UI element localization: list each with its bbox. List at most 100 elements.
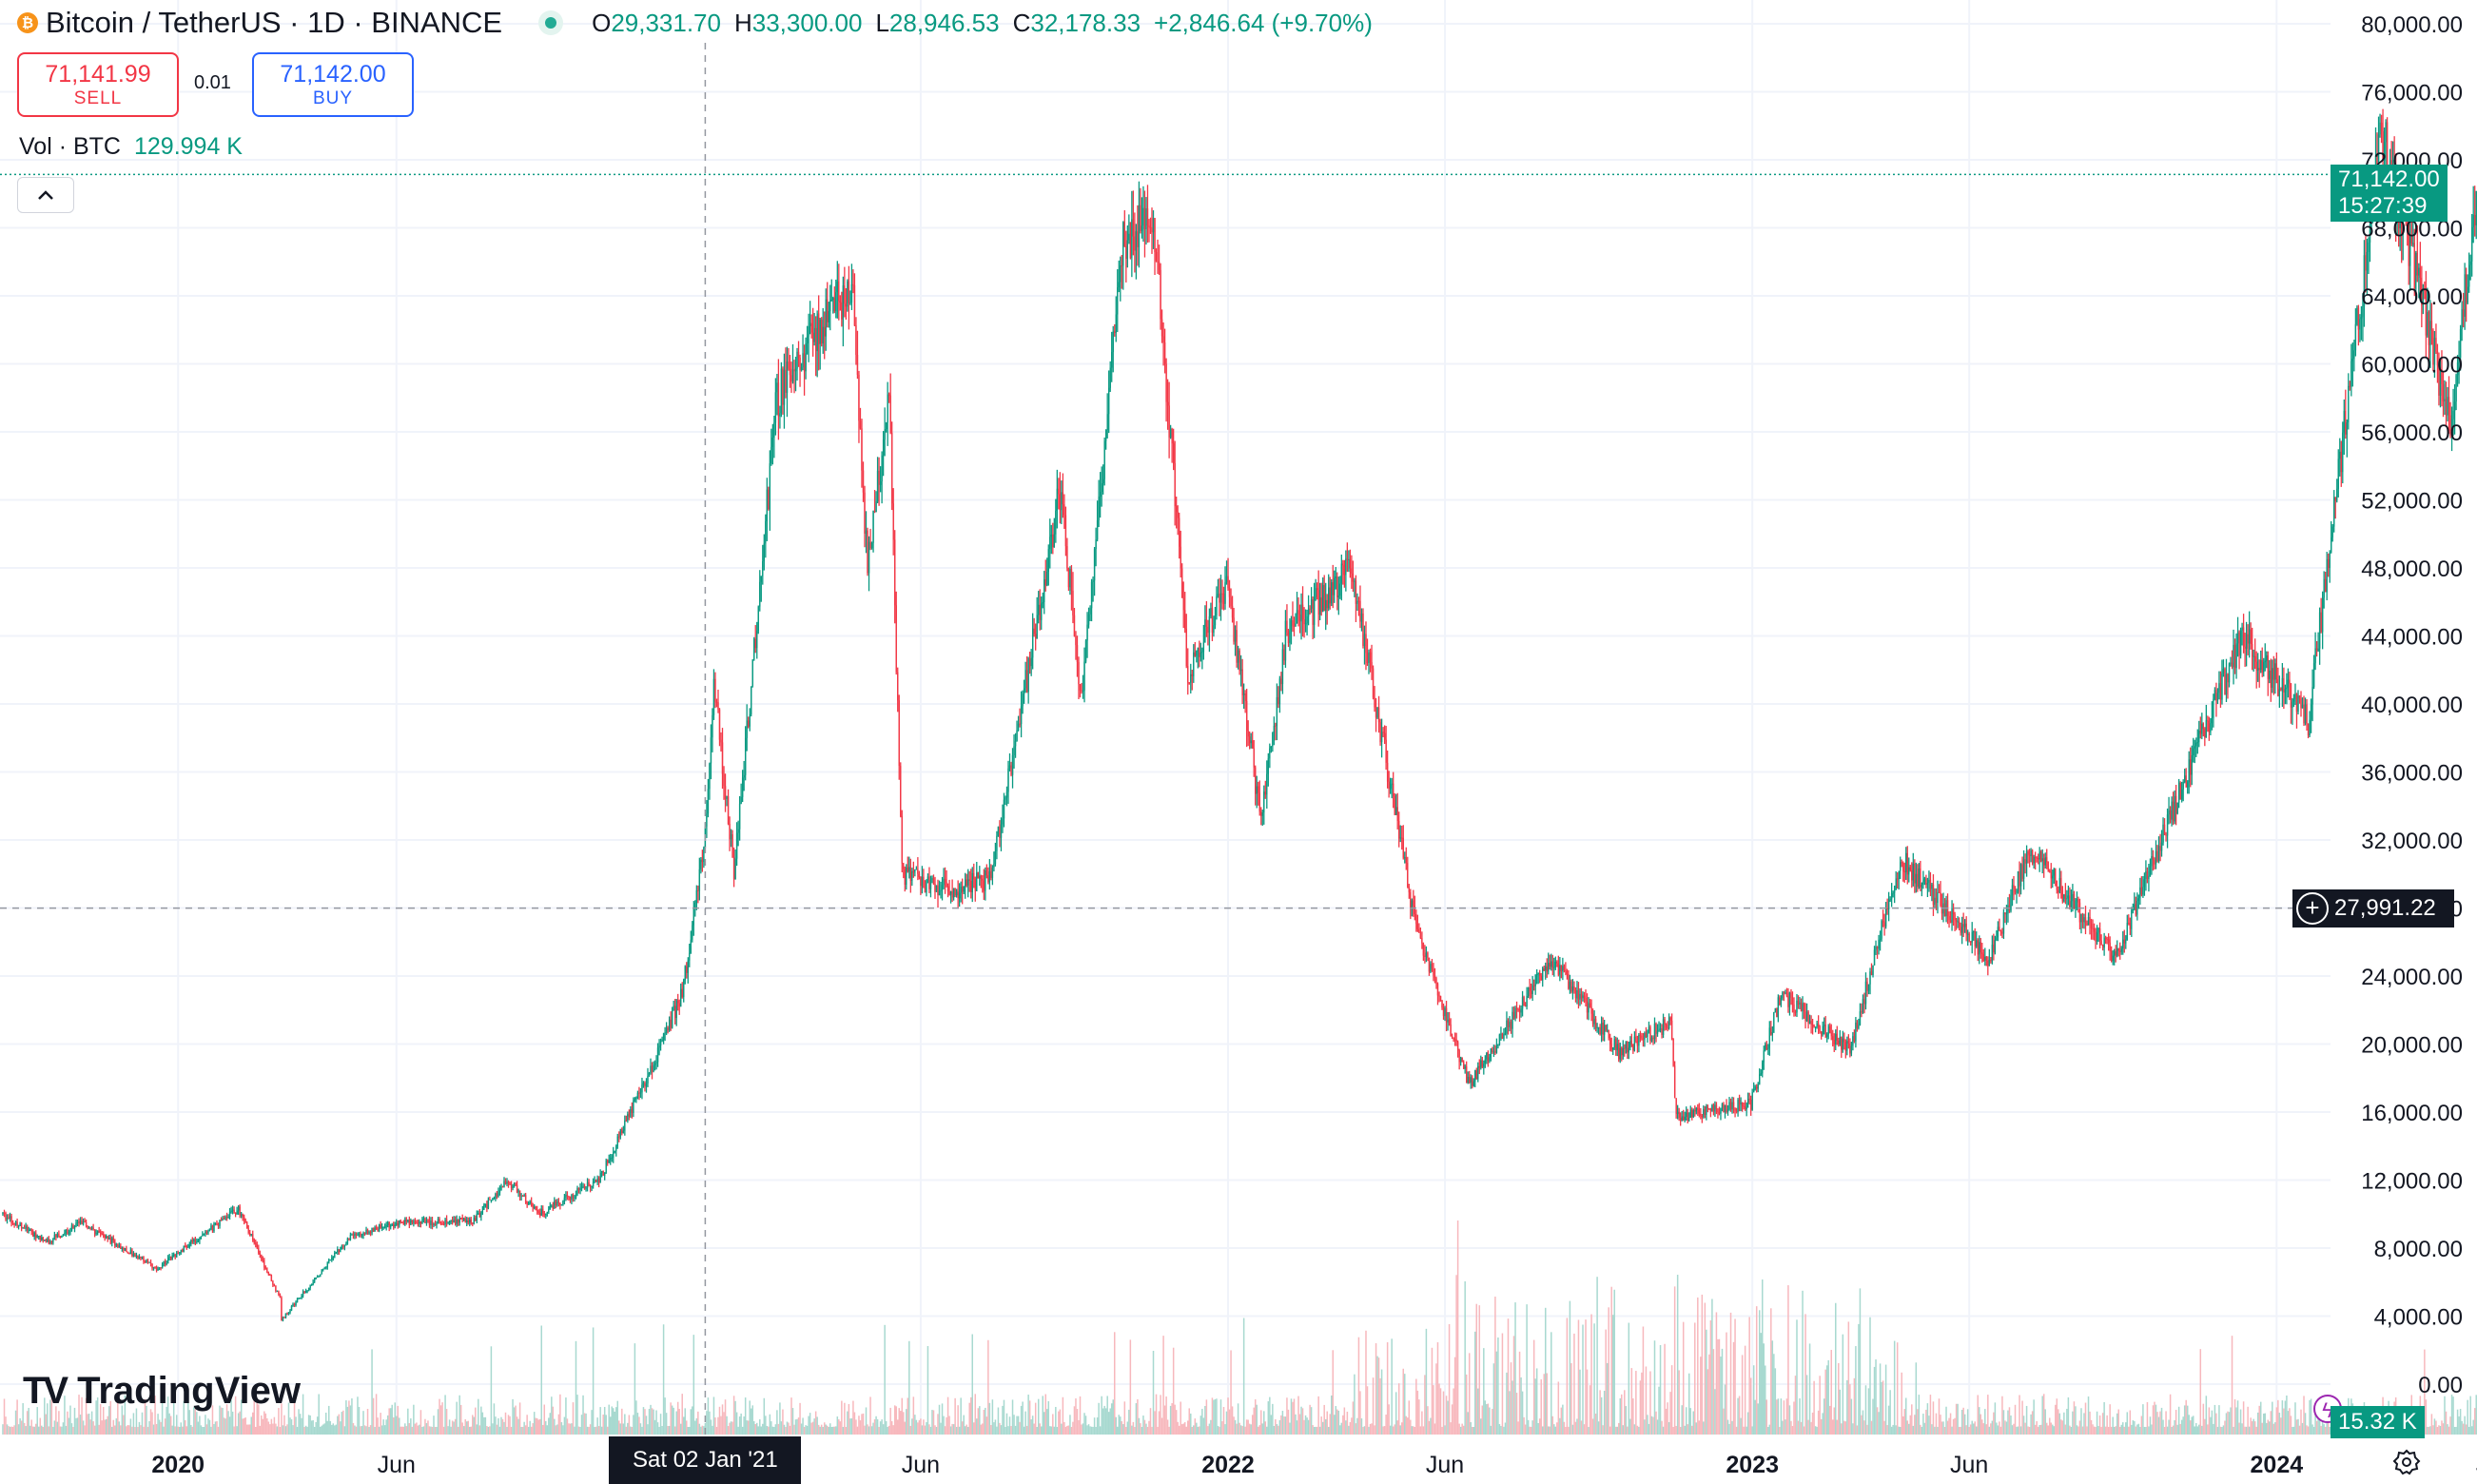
volume-bar	[717, 1416, 719, 1435]
candle-body	[374, 1227, 376, 1232]
volume-bar	[980, 1424, 983, 1435]
candle-body	[1464, 1066, 1466, 1069]
candle-body	[236, 1210, 238, 1215]
volume-bar	[749, 1400, 751, 1435]
volume-bar	[1033, 1423, 1035, 1435]
volume-bar	[1331, 1396, 1333, 1435]
candle-body	[928, 876, 930, 889]
candle-body	[1639, 1035, 1642, 1037]
volume-bar	[329, 1420, 332, 1435]
volume-bar	[1503, 1426, 1505, 1435]
candle-body	[1047, 549, 1049, 572]
candle-body	[190, 1240, 192, 1245]
candle-body	[870, 542, 873, 549]
volume-bar	[2136, 1424, 2138, 1435]
candle-body	[81, 1220, 83, 1224]
volume-bar	[2323, 1424, 2325, 1435]
volume-bar	[345, 1400, 347, 1435]
candle-body	[1199, 652, 1202, 657]
volume-bar	[1143, 1419, 1146, 1435]
candle-body	[239, 1206, 241, 1216]
volume-bar	[1741, 1355, 1744, 1435]
volume-bar	[72, 1426, 74, 1435]
candle-body	[2092, 928, 2094, 929]
candle-body	[1715, 1104, 1718, 1110]
candle-body	[196, 1241, 198, 1243]
volume-bar	[1999, 1421, 2000, 1435]
volume-bar	[988, 1402, 991, 1435]
volume-bar	[352, 1422, 355, 1435]
candle-body	[1469, 1077, 1471, 1083]
volume-bar	[2072, 1411, 2074, 1435]
candle-body	[161, 1264, 164, 1268]
candle-body	[1958, 921, 1960, 928]
candle-body	[954, 888, 956, 896]
volume-bar	[138, 1421, 141, 1435]
volume-bar	[589, 1424, 592, 1435]
candle-body	[391, 1223, 393, 1226]
candle-body	[729, 824, 731, 840]
candle-body	[506, 1181, 508, 1184]
volume-bar	[2055, 1404, 2057, 1435]
volume-bar	[1070, 1426, 1073, 1435]
candle-body	[904, 869, 906, 886]
volume-bar	[1892, 1424, 1894, 1435]
volume-bar	[1352, 1401, 1355, 1435]
candle-body	[1267, 758, 1270, 774]
candle-body	[1706, 1105, 1707, 1115]
candle-body	[149, 1261, 152, 1264]
candle-body	[1169, 428, 1172, 438]
volume-bar	[434, 1426, 437, 1435]
candle-body	[1007, 768, 1009, 792]
volume-bar	[2034, 1424, 2037, 1435]
volume-bar	[1043, 1412, 1045, 1435]
volume-bar	[1717, 1338, 1719, 1435]
candle-body	[634, 1099, 636, 1101]
candle-body	[428, 1220, 431, 1225]
candle-body	[1622, 1047, 1624, 1056]
volume-bar	[799, 1402, 801, 1435]
candle-body	[1157, 261, 1159, 263]
candle-body	[2070, 901, 2073, 909]
volume-bar	[1334, 1415, 1336, 1435]
candle-body	[484, 1203, 487, 1205]
candle-body	[1143, 207, 1146, 229]
volume-bar	[1546, 1373, 1548, 1435]
candle-body	[1295, 623, 1297, 627]
volume-bar	[183, 1400, 185, 1435]
volume-bar	[69, 1405, 71, 1435]
volume-bar	[1478, 1305, 1481, 1435]
volume-bar	[1667, 1402, 1668, 1435]
candle-body	[768, 489, 770, 510]
volume-bar	[1641, 1372, 1643, 1435]
volume-bar	[1530, 1426, 1532, 1435]
candle-body	[1017, 723, 1020, 731]
candle-body	[1155, 252, 1158, 262]
volume-bar	[323, 1423, 325, 1435]
candle-body	[1738, 1100, 1741, 1104]
volume-bar	[263, 1411, 265, 1435]
volume-bar	[887, 1426, 888, 1435]
volume-bar	[958, 1426, 961, 1435]
volume-bar	[1979, 1407, 1980, 1435]
candle-body	[780, 368, 783, 414]
volume-bar	[1082, 1423, 1084, 1435]
candle-body	[1731, 1102, 1733, 1110]
candle-body	[1846, 1041, 1848, 1051]
candle-body	[1876, 946, 1879, 949]
candle-body	[1665, 1025, 1668, 1028]
volume-bar	[876, 1418, 879, 1435]
candle-body	[624, 1121, 626, 1131]
volume-bar	[1204, 1406, 1206, 1435]
volume-bar	[1340, 1422, 1343, 1435]
volume-bar	[360, 1426, 361, 1435]
candle-body	[1762, 1062, 1764, 1074]
candle-body	[10, 1216, 12, 1223]
volume-bar	[2098, 1415, 2101, 1435]
volume-bar	[770, 1421, 772, 1435]
candle-body	[2019, 864, 2022, 887]
candle-body	[774, 392, 777, 423]
volume-bar	[1504, 1422, 1507, 1435]
